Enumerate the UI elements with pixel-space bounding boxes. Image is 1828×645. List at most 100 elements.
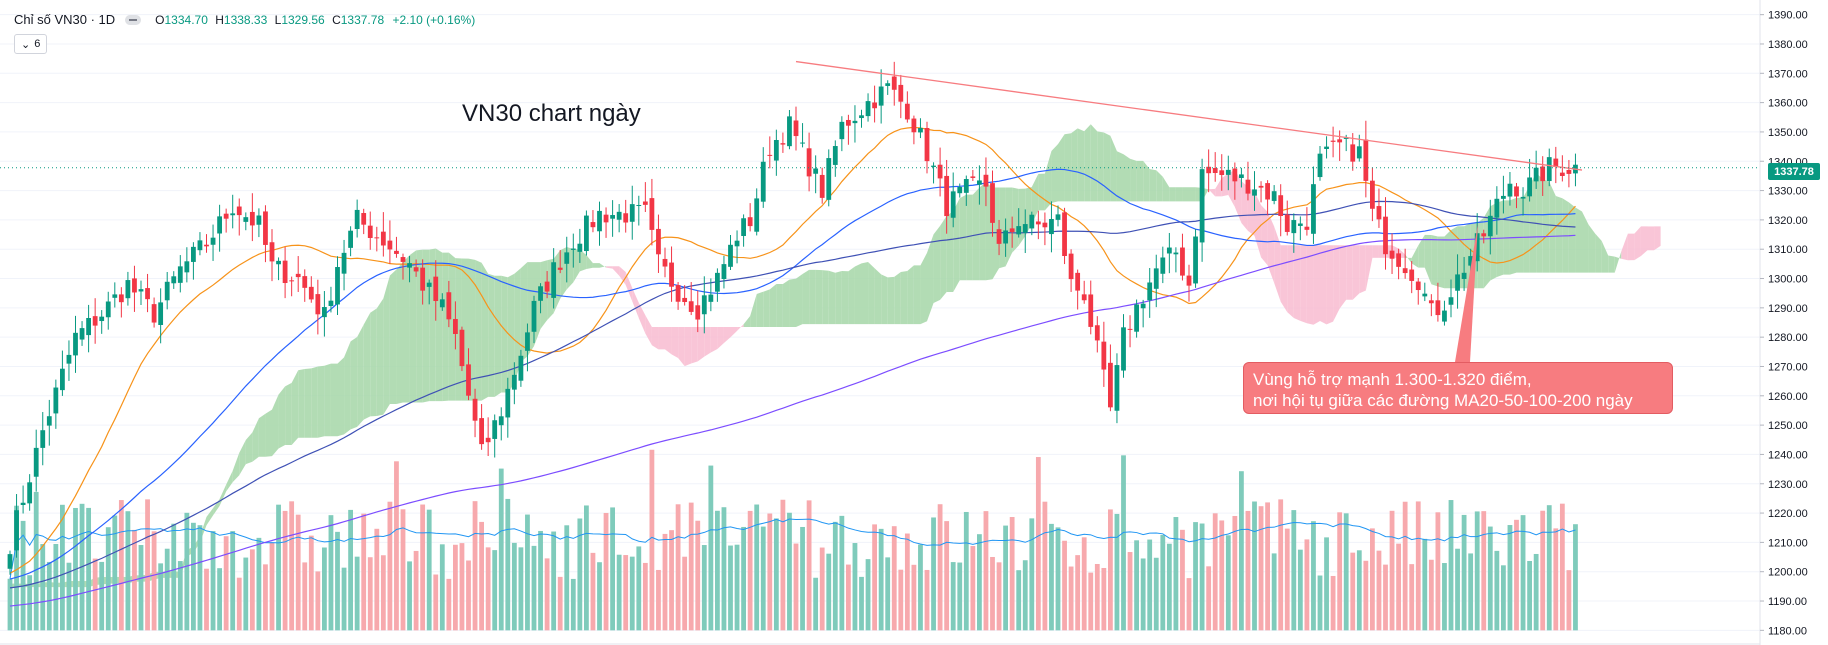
price-tick-label: 1240.00 [1768, 449, 1808, 461]
cloud-bull-segment [252, 418, 259, 462]
volume-bar-down [315, 571, 321, 631]
cloud-bull-segment [1012, 187, 1019, 253]
volume-bar-up [426, 509, 432, 631]
volume-bar-up [217, 568, 222, 631]
cloud-bull-segment [796, 274, 803, 328]
volume-bar-down [1514, 519, 1519, 631]
volume-bar-down [420, 504, 426, 631]
volume-bar-down [1370, 528, 1375, 631]
volume-bar-up [1153, 557, 1159, 631]
cloud-bull-segment [940, 215, 947, 300]
volume-bar-down [1284, 528, 1290, 631]
candle-down [446, 292, 452, 320]
volume-bar-down [361, 513, 367, 631]
cloud-bull-segment [389, 269, 397, 405]
candle-up [354, 209, 360, 230]
cloud-bull-segment [1536, 172, 1543, 273]
cloud-bull-segment [841, 270, 849, 325]
candle-down [1330, 140, 1336, 142]
volume-bar-up [7, 578, 13, 631]
candle-up [839, 121, 845, 140]
volume-bar-down [1376, 550, 1382, 631]
candle-up [1474, 233, 1480, 262]
volume-bar-up [1356, 550, 1362, 631]
candle-up [734, 240, 740, 247]
volume-bar-up [931, 517, 936, 631]
candle-up [1494, 198, 1500, 218]
price-tick-label: 1270.00 [1768, 361, 1808, 373]
volume-bar-up [741, 526, 746, 631]
candle-up [60, 368, 65, 391]
cloud-bull-segment [1405, 254, 1412, 264]
volume-bar-up [184, 512, 190, 631]
candle-up [577, 243, 583, 252]
volume-bar-down [1094, 564, 1100, 631]
cloud-bull-segment [1568, 202, 1576, 273]
candle-up [511, 374, 517, 390]
volume-bar-up [721, 507, 727, 631]
candle-down [1415, 281, 1421, 291]
cloud-bull-segment [1130, 158, 1137, 202]
candle-up [885, 83, 891, 86]
candle-down [380, 231, 386, 246]
volume-bar-down [1042, 501, 1048, 631]
candle-down [819, 174, 825, 198]
cloud-bull-segment [1175, 187, 1183, 202]
price-tick-label: 1390.00 [1768, 10, 1808, 22]
cloud-bear-segment [671, 327, 679, 359]
cloud-bear-segment [1339, 245, 1347, 309]
candle-up [1527, 177, 1532, 197]
volume-bar-down [1389, 510, 1395, 631]
cloud-bull-segment [933, 225, 941, 303]
cloud-bull-segment [1044, 150, 1052, 211]
volume-bar-up [125, 511, 131, 631]
volume-bar-up [1468, 553, 1474, 631]
volume-bar-up [99, 561, 105, 631]
cloud-bull-segment [363, 312, 371, 420]
symbol-label[interactable]: Chỉ số VN30 · 1D [14, 12, 116, 27]
support-zone-annotation[interactable]: Vùng hỗ trợ mạnh 1.300-1.320 điểm, nơi h… [1243, 362, 1673, 414]
candle-up [610, 215, 615, 219]
cloud-bull-segment [501, 275, 508, 393]
volume-bar-up [1160, 534, 1166, 631]
candle-down [544, 281, 550, 292]
volume-bar-down [1337, 512, 1343, 631]
volume-bar-down [413, 550, 419, 631]
cloud-bull-segment [481, 262, 489, 401]
candle-up [1252, 189, 1257, 196]
candle-up [1461, 272, 1467, 279]
cloud-bull-segment [953, 198, 960, 293]
candle-up [1121, 327, 1126, 371]
candle-down [1559, 172, 1565, 176]
volume-bar-up [40, 544, 46, 631]
legend-toggle-icon[interactable] [125, 14, 142, 25]
cloud-bull-segment [1542, 179, 1550, 273]
candle-down [118, 294, 124, 303]
cloud-bear-segment [606, 266, 613, 269]
volume-bar-up [950, 562, 956, 631]
cloud-bear-segment [1326, 245, 1334, 325]
candle-down [1035, 221, 1041, 225]
ma-line-ma20 [9, 126, 1576, 574]
cloud-bear-segment [665, 327, 672, 355]
candle-down [557, 267, 563, 270]
cloud-bull-segment [540, 260, 548, 329]
volume-bar-down [433, 574, 439, 631]
volume-bar-up [1029, 518, 1035, 631]
volume-bar-down [891, 526, 897, 631]
cloud-bull-segment [1116, 151, 1124, 202]
volume-bar-down [1330, 575, 1336, 631]
cloud-bear-segment [730, 327, 738, 338]
indicators-collapse-button[interactable]: ⌄ 6 [14, 34, 48, 54]
last-price-label: 1337.78 [1768, 163, 1820, 180]
cloud-bull-segment [573, 249, 580, 283]
volume-bar-down [1350, 552, 1356, 631]
volume-bar-up [1507, 525, 1513, 631]
volume-bar-down [970, 546, 976, 631]
candle-down [911, 118, 917, 133]
volume-bar-down [223, 536, 229, 631]
cloud-bull-segment [592, 263, 600, 268]
volume-bar-down [367, 557, 373, 631]
